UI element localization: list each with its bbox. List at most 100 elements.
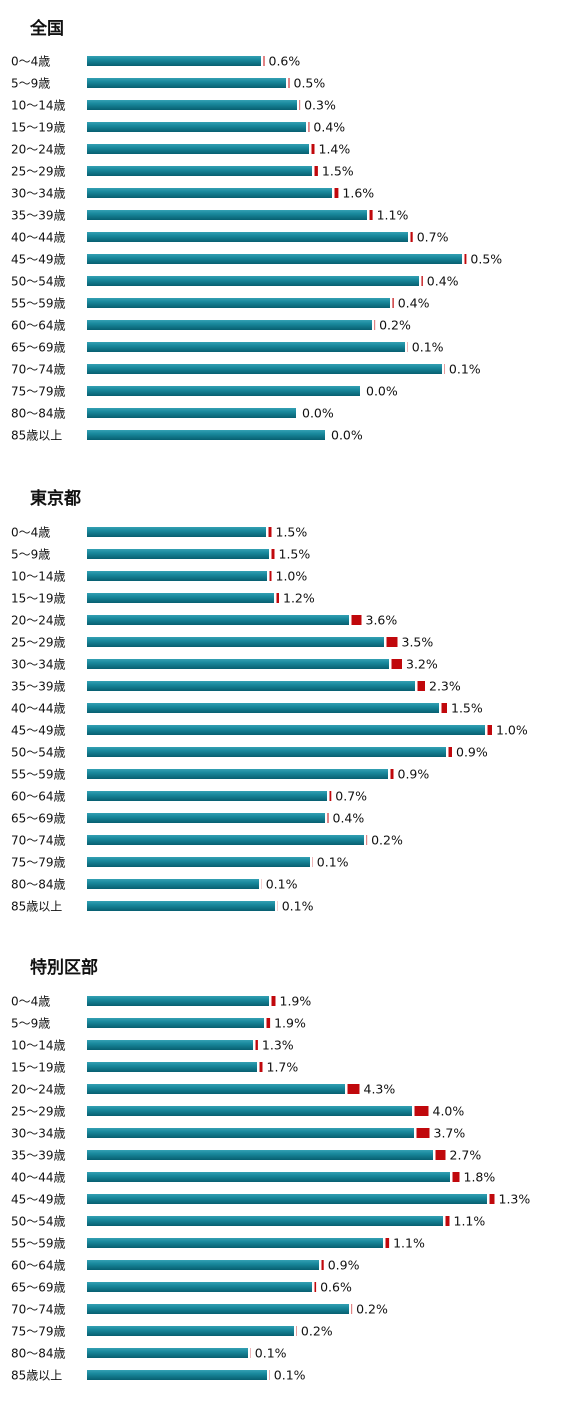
value-label: 0.2% [371, 833, 403, 848]
bar-base [87, 747, 446, 757]
category-label: 40〜44歳 [11, 231, 66, 245]
value-label: 1.3% [499, 1192, 531, 1207]
bar-increment [393, 298, 394, 308]
bar-base [87, 725, 485, 735]
category-label: 5〜9歳 [11, 548, 50, 562]
value-label: 0.1% [449, 362, 481, 377]
bar-base [87, 1018, 264, 1028]
bar-increment [300, 100, 301, 110]
value-label: 0.1% [274, 1368, 306, 1383]
category-label: 15〜19歳 [11, 121, 66, 135]
bar-base [87, 1040, 253, 1050]
bar-base [87, 166, 312, 176]
value-label: 3.5% [402, 635, 434, 650]
bar-base [87, 1194, 487, 1204]
value-label: 3.2% [406, 657, 438, 672]
bar-base [87, 1370, 267, 1380]
category-label: 15〜19歳 [11, 1061, 66, 1075]
bar-increment [367, 835, 368, 845]
bar-increment [309, 122, 310, 132]
category-label: 70〜74歳 [11, 363, 66, 377]
bar-increment [446, 1216, 450, 1226]
bar-base [87, 408, 296, 418]
category-label: 70〜74歳 [11, 1303, 66, 1317]
bar-increment [465, 254, 467, 264]
bar-base [87, 659, 389, 669]
bar-increment [272, 549, 275, 559]
value-label: 0.9% [398, 767, 430, 782]
category-label: 5〜9歳 [11, 77, 50, 91]
category-label: 25〜29歳 [11, 165, 66, 179]
bar-base [87, 1150, 433, 1160]
category-label: 35〜39歳 [11, 209, 66, 223]
bar-base [87, 549, 269, 559]
category-label: 0〜4歳 [11, 526, 50, 540]
value-label: 0.1% [255, 1346, 287, 1361]
bar-increment [277, 593, 280, 603]
bar-base [87, 1304, 349, 1314]
category-label: 0〜4歳 [11, 55, 50, 69]
bar-base [87, 122, 306, 132]
bar-base [87, 835, 364, 845]
bar-base [87, 1260, 319, 1270]
value-label: 0.1% [412, 340, 444, 355]
bar-base [87, 1282, 312, 1292]
value-label: 0.6% [269, 54, 301, 69]
bar-increment [330, 791, 332, 801]
value-label: 1.6% [342, 186, 374, 201]
category-label: 35〜39歳 [11, 680, 66, 694]
value-label: 1.3% [262, 1038, 294, 1053]
bar-base [87, 791, 327, 801]
value-label: 1.5% [276, 525, 308, 540]
bar-base [87, 1348, 248, 1358]
bar-increment [315, 1282, 317, 1292]
bar-increment [411, 232, 413, 242]
bar-increment [488, 725, 493, 735]
category-label: 80〜84歳 [11, 407, 66, 421]
chart-title: 東京都 [30, 488, 81, 509]
value-label: 2.7% [450, 1148, 482, 1163]
value-label: 4.0% [433, 1104, 465, 1119]
value-label: 0.4% [333, 811, 365, 826]
bar-increment [348, 1084, 360, 1094]
bar-base [87, 320, 372, 330]
category-label: 20〜24歳 [11, 614, 66, 628]
value-label: 1.2% [283, 591, 315, 606]
bar-increment [315, 166, 318, 176]
bar-base [87, 100, 297, 110]
bar-base [87, 1216, 443, 1226]
value-label: 0.1% [282, 899, 314, 914]
value-label: 0.5% [470, 252, 502, 267]
bar-base [87, 364, 442, 374]
category-label: 75〜79歳 [11, 1325, 66, 1339]
value-label: 0.4% [398, 296, 430, 311]
bar-base [87, 996, 269, 1006]
value-label: 2.3% [429, 679, 461, 694]
category-label: 65〜69歳 [11, 1281, 66, 1295]
bar-base [87, 78, 286, 88]
value-label: 0.4% [427, 274, 459, 289]
bar-increment [267, 1018, 271, 1028]
bar-increment [442, 703, 448, 713]
value-label: 0.1% [266, 877, 298, 892]
value-label: 1.1% [377, 208, 409, 223]
